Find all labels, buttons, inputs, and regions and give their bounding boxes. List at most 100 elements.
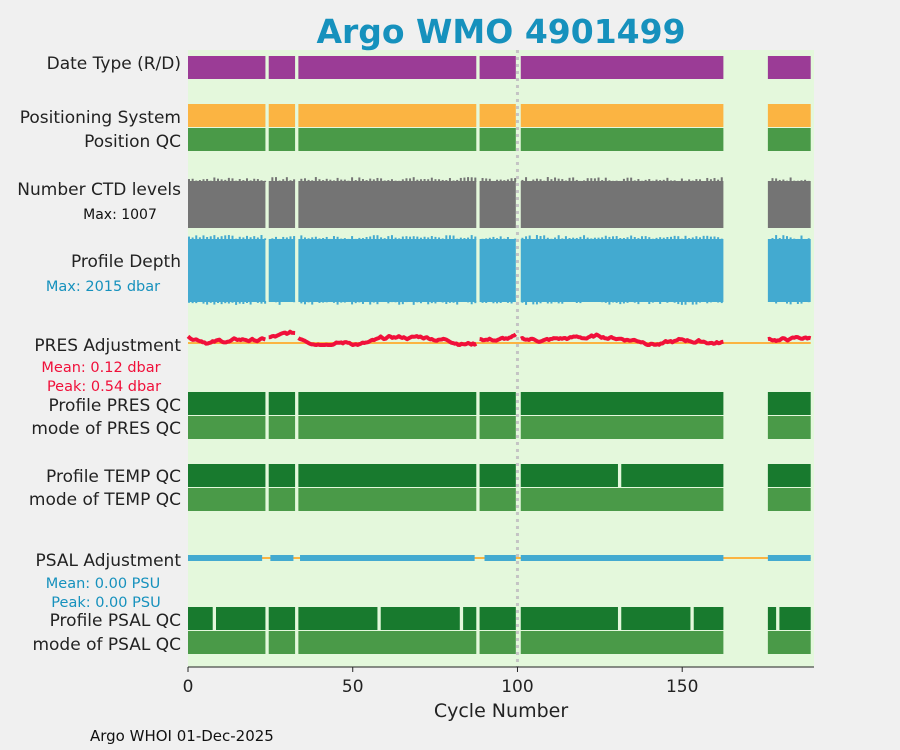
ctd-tick — [713, 178, 716, 182]
depth-tick — [597, 237, 600, 240]
depth-tick — [467, 301, 470, 303]
depth-tick — [496, 301, 499, 304]
depth-tick — [789, 237, 792, 240]
temp_mode-bar-3 — [479, 488, 516, 511]
depth-tick — [271, 238, 274, 240]
temp_mode-bar-0 — [188, 488, 266, 511]
depth-tick — [242, 237, 245, 240]
ctd-tick — [499, 179, 502, 182]
depth-tick — [448, 301, 451, 303]
depth-tick — [224, 301, 227, 304]
depth-tick — [336, 301, 339, 305]
depth-tick — [369, 301, 372, 305]
psal_qc-bar-7 — [520, 607, 618, 630]
depth-tick — [695, 236, 698, 240]
depth-tick — [615, 301, 618, 303]
depth-tick — [438, 237, 441, 240]
depth-tick — [699, 237, 702, 240]
ctd-tick — [510, 178, 513, 182]
depth-tick — [354, 238, 357, 240]
x-tick-label: 50 — [342, 677, 364, 697]
depth-tick — [503, 238, 506, 240]
depth-tick — [688, 301, 691, 303]
depth-tick — [311, 237, 314, 240]
psal_qc-bar-1 — [216, 607, 266, 630]
depth-tick — [550, 238, 553, 240]
psal_qc-bar-4 — [380, 607, 460, 630]
ctd-tick — [655, 179, 658, 182]
depth-tick — [322, 301, 325, 303]
depth-tick — [506, 237, 509, 240]
depth-tick — [216, 237, 219, 240]
depth-tick — [608, 236, 611, 240]
depth-tick — [311, 301, 314, 305]
depth-tick — [202, 235, 205, 240]
ctd-tick — [242, 180, 245, 182]
depth-tick — [206, 301, 209, 305]
depth-tick — [488, 301, 491, 302]
ctd-tick — [601, 180, 604, 182]
depth-tick — [383, 238, 386, 240]
ctd-bar-0 — [188, 181, 266, 228]
depth-tick — [481, 238, 484, 240]
ctd-tick — [235, 180, 238, 182]
ctd-tick — [641, 180, 644, 182]
depth-tick — [532, 238, 535, 240]
ctd-tick — [467, 177, 470, 182]
depth-tick — [387, 236, 390, 240]
ctd-bar-5 — [767, 181, 811, 228]
depth-tick — [423, 236, 426, 240]
row-label: Profile TEMP QC — [46, 467, 181, 487]
x-axis: 0 50 100 150 — [183, 666, 814, 697]
depth-tick — [706, 301, 709, 304]
ctd-tick — [238, 179, 241, 182]
ctd-tick — [561, 179, 564, 182]
date_type-bar-1 — [268, 56, 296, 79]
ctd-tick — [717, 179, 720, 182]
ctd-tick — [688, 179, 691, 182]
depth-tick — [398, 301, 401, 305]
ctd-tick — [637, 179, 640, 182]
ctd-tick — [300, 178, 303, 182]
ctd-tick — [398, 180, 401, 182]
depth-tick — [709, 301, 712, 303]
depth-tick — [260, 235, 263, 240]
depth-tick — [332, 301, 335, 303]
depth-tick — [285, 237, 288, 240]
psal_qc-bar-6 — [479, 607, 516, 630]
ctd-tick — [677, 180, 680, 182]
depth-tick — [568, 238, 571, 240]
ctd-tick — [684, 180, 687, 182]
depth-tick — [231, 301, 234, 303]
depth-tick — [789, 301, 792, 305]
depth-tick — [619, 237, 622, 240]
psal_mode-bar-4 — [520, 631, 724, 654]
depth-tick — [242, 301, 245, 305]
ctd-tick — [521, 179, 524, 182]
ctd-tick — [474, 177, 477, 182]
pres_qc-bar-0 — [188, 392, 266, 415]
ctd-tick — [633, 180, 636, 182]
ctd-tick — [322, 180, 325, 182]
ctd-tick — [198, 180, 201, 182]
ctd-tick — [568, 177, 571, 182]
depth-tick — [485, 238, 488, 240]
row-sublabel: Peak: 0.54 dbar — [47, 379, 161, 395]
depth-tick — [322, 237, 325, 240]
depth-tick — [510, 301, 513, 304]
depth-tick — [456, 301, 459, 305]
ctd-tick — [612, 180, 615, 182]
depth-tick — [680, 301, 683, 305]
ctd-tick — [293, 179, 296, 182]
ctd-tick — [691, 180, 694, 182]
depth-tick — [804, 238, 807, 240]
ctd-tick — [699, 179, 702, 182]
ctd-tick — [778, 179, 781, 182]
ctd-tick — [245, 178, 248, 182]
depth-tick — [452, 301, 455, 303]
ctd-tick — [593, 178, 596, 182]
ctd-tick — [796, 180, 799, 182]
ctd-tick — [369, 178, 372, 182]
ctd-tick — [525, 177, 528, 182]
date_type-bar-0 — [188, 56, 266, 79]
